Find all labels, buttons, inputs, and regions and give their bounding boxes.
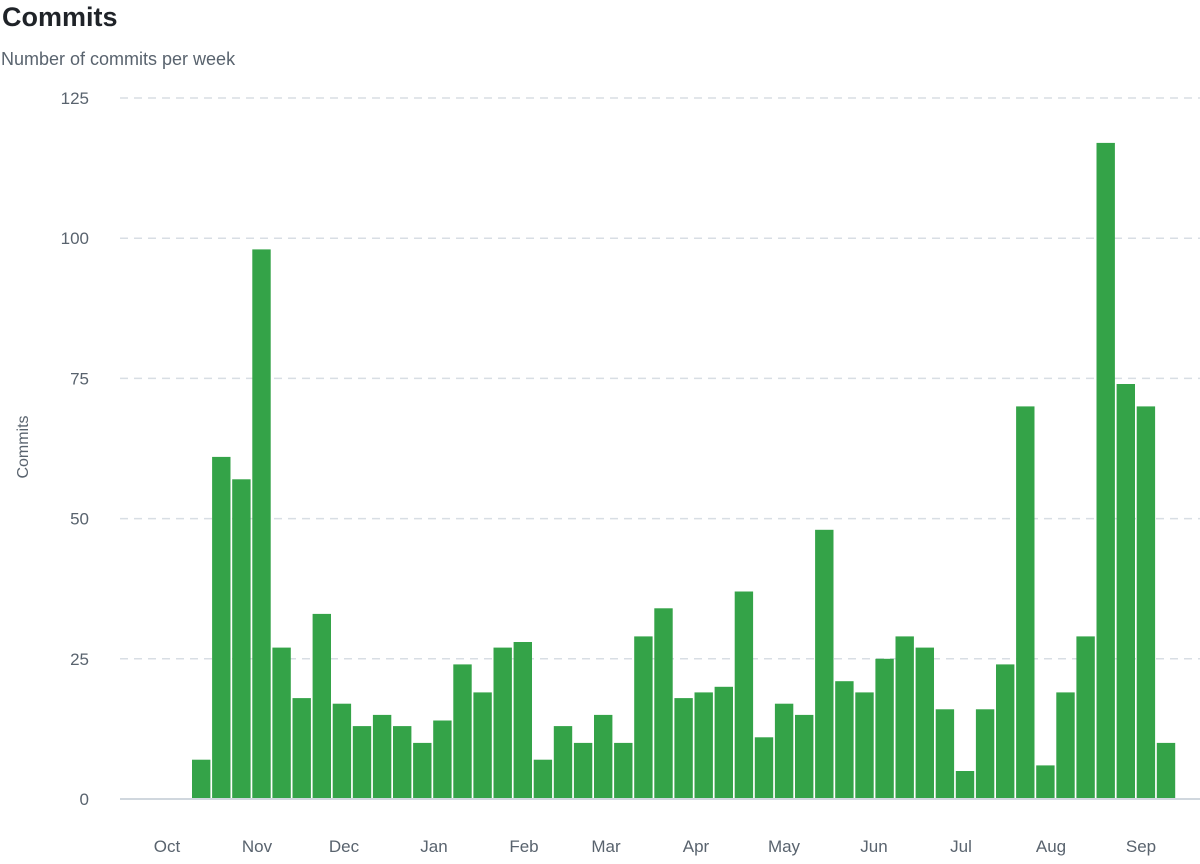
bar: [1136, 406, 1156, 799]
bar: [634, 636, 653, 799]
bar: [453, 664, 472, 799]
bar: [292, 698, 311, 799]
bar: [1036, 765, 1055, 799]
y-axis-ticks: 0 25 50 75 100 125: [61, 89, 89, 809]
bar: [493, 647, 512, 799]
bar: [1016, 406, 1035, 799]
bar: [513, 642, 532, 799]
bar: [795, 714, 814, 799]
x-tick-label: Nov: [242, 837, 273, 856]
x-tick-label: Jul: [950, 837, 972, 856]
bar: [815, 529, 834, 799]
bar: [875, 658, 894, 799]
bar: [955, 771, 975, 799]
bar: [252, 249, 271, 799]
bar: [212, 456, 231, 799]
bar: [1116, 384, 1135, 799]
bar: [272, 647, 291, 799]
y-tick-label: 50: [70, 510, 89, 529]
page-title: Commits: [2, 2, 118, 32]
x-tick-label: Jun: [860, 837, 887, 856]
bar: [553, 726, 573, 799]
bar: [413, 742, 432, 799]
x-tick-label: Mar: [591, 837, 621, 856]
bar: [312, 613, 331, 799]
y-tick-label: 25: [70, 650, 89, 669]
bar: [573, 742, 593, 799]
bar: [1156, 742, 1176, 799]
y-axis-title: Commits: [15, 415, 32, 478]
bar: [232, 479, 251, 799]
bar: [734, 591, 754, 799]
chart-subtitle: Number of commits per week: [1, 49, 236, 69]
bar: [915, 647, 934, 799]
bar: [935, 709, 955, 799]
bar: [1096, 142, 1115, 799]
x-tick-label: Apr: [683, 837, 710, 856]
x-tick-label: May: [768, 837, 801, 856]
bar: [774, 703, 794, 799]
x-tick-label: Oct: [154, 837, 181, 856]
y-tick-label: 100: [61, 229, 89, 248]
x-tick-label: Dec: [329, 837, 360, 856]
bar: [352, 726, 372, 799]
bar: [754, 737, 774, 799]
bar: [674, 698, 693, 799]
x-tick-label: Feb: [509, 837, 538, 856]
x-tick-label: Sep: [1126, 837, 1156, 856]
bar: [372, 714, 392, 799]
bar: [192, 759, 211, 799]
bar: [895, 636, 914, 799]
bar: [594, 714, 613, 799]
bar: [996, 664, 1015, 799]
x-axis-ticks: Oct Nov Dec Jan Feb Mar Apr May Jun Jul Aug Sep: [154, 837, 1156, 856]
bar: [835, 681, 854, 799]
bar: [332, 703, 352, 799]
bar: [614, 742, 633, 799]
bar: [433, 720, 452, 799]
grid-lines: [120, 97, 1200, 660]
y-tick-label: 75: [70, 369, 89, 388]
y-tick-label: 0: [80, 790, 89, 809]
bar: [654, 608, 673, 799]
bar: [473, 692, 492, 799]
x-tick-label: Jan: [420, 837, 447, 856]
bar: [1056, 692, 1075, 799]
bar: [714, 686, 733, 799]
y-tick-label: 125: [61, 89, 89, 108]
bar: [855, 692, 874, 799]
x-tick-label: Aug: [1036, 837, 1066, 856]
bar: [393, 726, 412, 799]
bar: [533, 759, 553, 799]
bar: [1076, 636, 1095, 799]
bar: [694, 692, 713, 799]
bar: [975, 709, 995, 799]
bars: [192, 142, 1176, 799]
